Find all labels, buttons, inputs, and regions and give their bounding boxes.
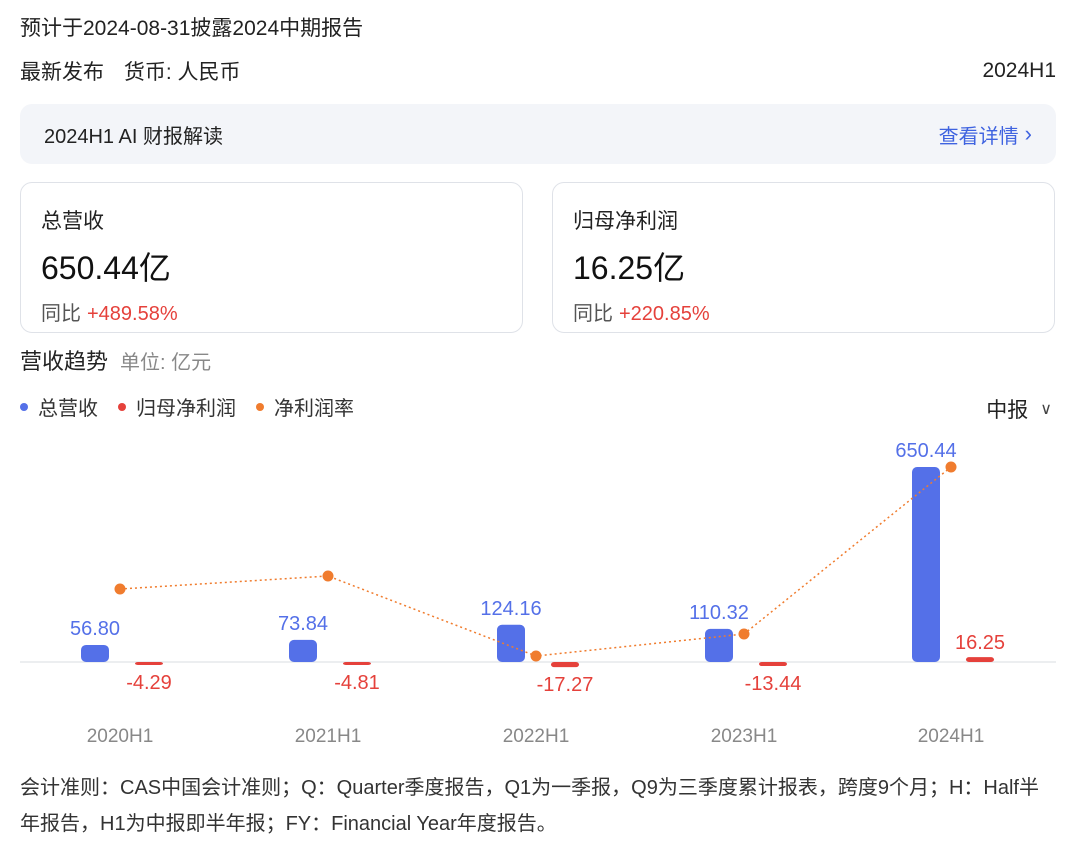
legend-dot-icon [256, 402, 264, 411]
revenue-bar [289, 639, 317, 662]
revenue-bar [497, 624, 525, 662]
ai-report-bar[interactable]: 2024H1 AI 财报解读 查看详情 › [20, 104, 1056, 164]
profit-bar [343, 662, 371, 665]
profit-data-label: -4.29 [126, 672, 172, 694]
meta-row: 最新发布 货币: 人民币 2024H1 [20, 56, 1056, 86]
legend-item-profit[interactable]: 归母净利润 [118, 392, 236, 421]
profit-label: 归母净利润 [573, 210, 678, 233]
margin-point [738, 628, 750, 640]
legend-dot-icon [118, 402, 126, 411]
revenue-data-label: 650.44 [895, 440, 956, 462]
view-details-link[interactable]: 查看详情 › [939, 120, 1032, 149]
margin-point [322, 570, 334, 582]
profit-data-label: -4.81 [334, 672, 380, 694]
revenue-data-label: 110.32 [689, 602, 749, 624]
revenue-yoy: 同比 +489.58% [41, 297, 502, 326]
disclosure-notice: 预计于2024-08-31披露2024中期报告 [20, 17, 364, 40]
currency-label: 货币: 人民币 [123, 61, 241, 84]
revenue-value: 650.44亿 [41, 250, 171, 286]
profit-data-label: -17.27 [537, 674, 594, 696]
legend-item-margin[interactable]: 净利润率 [256, 392, 354, 421]
profit-yoy: 同比 +220.85% [573, 297, 1034, 326]
accounting-footnote: 会计准则：CAS中国会计准则；Q：Quarter季度报告，Q1为一季报，Q9为三… [20, 777, 1039, 835]
period-select[interactable]: 中报 ∨ [986, 394, 1052, 424]
legend-item-revenue[interactable]: 总营收 [20, 392, 98, 421]
revenue-bar [81, 644, 109, 662]
profit-yoy-value: +220.85% [619, 303, 710, 325]
x-tick-label: 2022H1 [503, 726, 570, 747]
legend-dot-icon [20, 402, 28, 411]
legend-label-margin: 净利润率 [274, 398, 354, 420]
x-tick-label: 2023H1 [711, 726, 778, 747]
profit-bar [759, 662, 787, 667]
ai-report-title: 2024H1 AI 财报解读 [44, 125, 223, 148]
profit-bar [135, 662, 163, 665]
revenue-card[interactable]: 总营收 650.44亿 同比 +489.58% [20, 182, 523, 333]
margin-line [119, 466, 952, 657]
revenue-yoy-label: 同比 [41, 303, 81, 325]
x-tick-label: 2024H1 [918, 726, 985, 747]
profit-card[interactable]: 归母净利润 16.25亿 同比 +220.85% [552, 182, 1055, 333]
revenue-data-label: 73.84 [278, 613, 328, 635]
period-select-value: 中报 [986, 399, 1029, 422]
margin-point [945, 461, 957, 473]
profit-yoy-label: 同比 [573, 303, 613, 325]
x-tick-label: 2020H1 [87, 726, 154, 747]
profit-bar [551, 662, 579, 668]
revenue-yoy-value: +489.58% [87, 303, 178, 325]
latest-label: 最新发布 [20, 61, 104, 84]
revenue-data-label: 56.80 [70, 618, 120, 640]
meta-left: 最新发布 货币: 人民币 [20, 56, 255, 86]
trend-unit: 单位: 亿元 [120, 352, 212, 374]
trend-title-text: 营收趋势 [20, 349, 109, 374]
report-period: 2024H1 [982, 59, 1056, 82]
legend-label-profit: 归母净利润 [136, 398, 236, 420]
legend-label-revenue: 总营收 [38, 398, 98, 420]
margin-point [114, 583, 126, 595]
profit-data-label: -13.44 [745, 673, 802, 695]
chart-legend: 总营收 归母净利润 净利润率 [20, 392, 374, 421]
profit-value: 16.25亿 [573, 250, 686, 286]
view-details-label: 查看详情 [938, 125, 1019, 148]
chevron-right-icon: › [1024, 121, 1032, 146]
trend-title: 营收趋势 单位: 亿元 [20, 344, 211, 376]
revenue-label: 总营收 [41, 210, 104, 233]
revenue-bar [705, 628, 733, 662]
margin-point [530, 650, 542, 662]
profit-data-label: 16.25 [955, 632, 1005, 654]
profit-bar [966, 657, 994, 662]
revenue-bar [912, 467, 940, 662]
revenue-trend-chart: 56.80 -4.29 2020H1 73.84 -4.81 2021H1 124.16 -1… [20, 440, 1056, 747]
chevron-down-icon: ∨ [1040, 401, 1052, 418]
revenue-data-label: 124.16 [480, 598, 541, 620]
x-tick-label: 2021H1 [295, 726, 362, 747]
